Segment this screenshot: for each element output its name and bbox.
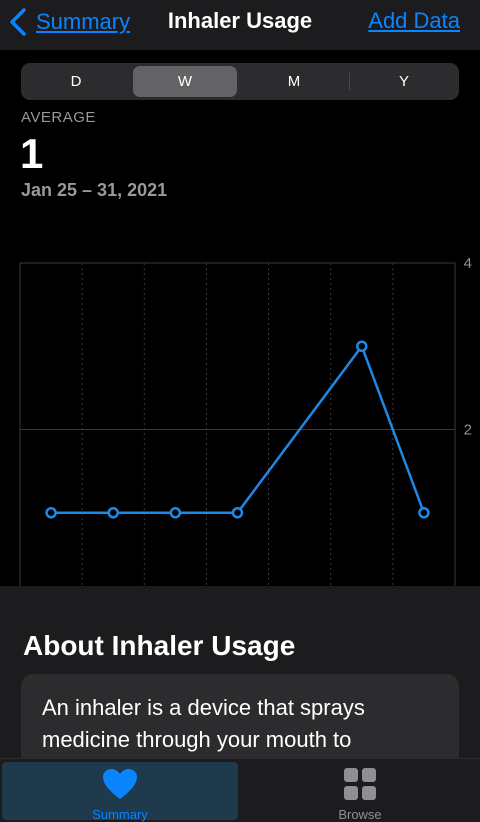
segment-divider [349, 73, 350, 90]
navigation-bar: Summary Inhaler Usage Add Data [0, 0, 480, 48]
series-line [51, 345, 426, 515]
tab-browse-label: Browse [338, 807, 382, 822]
heart-icon [103, 769, 137, 799]
back-button-label: Summary [36, 9, 131, 34]
average-value: 1 [20, 130, 44, 177]
tab-summary-label: Summary [92, 807, 148, 822]
segment-year[interactable]: Y [398, 73, 409, 90]
y-tick-label: 2 [464, 422, 472, 439]
average-label: AVERAGE [21, 109, 96, 126]
data-point [356, 340, 368, 352]
time-range-segmented-control: D W M Y [21, 63, 459, 100]
segment-month[interactable]: M [287, 73, 301, 90]
tab-browse[interactable]: Browse [242, 762, 478, 822]
data-point [107, 507, 119, 519]
segment-day[interactable]: D [70, 73, 82, 90]
about-title: About Inhaler Usage [23, 630, 296, 661]
segment-week[interactable]: W [133, 66, 237, 97]
back-button[interactable]: Summary [8, 6, 130, 38]
data-point [418, 507, 430, 519]
add-data-button[interactable]: Add Data [368, 8, 460, 33]
date-range: Jan 25 – 31, 2021 [21, 180, 168, 200]
data-point [45, 507, 57, 519]
chevron-left-icon [10, 8, 26, 36]
data-point [231, 507, 244, 519]
inhaler-usage-chart[interactable]: 024MonTueWedThuFriSatSun [0, 200, 480, 630]
grid-icon [344, 768, 376, 800]
data-point [169, 507, 182, 519]
tab-bar: Summary Browse [0, 758, 480, 822]
chart-card: D W M Y AVERAGE 1 Jan 25 – 31, 2021 024M… [0, 50, 480, 622]
about-description: An inhaler is a device that sprays medic… [42, 695, 365, 752]
y-tick-label: 4 [464, 255, 472, 272]
tab-summary[interactable]: Summary [2, 762, 238, 822]
